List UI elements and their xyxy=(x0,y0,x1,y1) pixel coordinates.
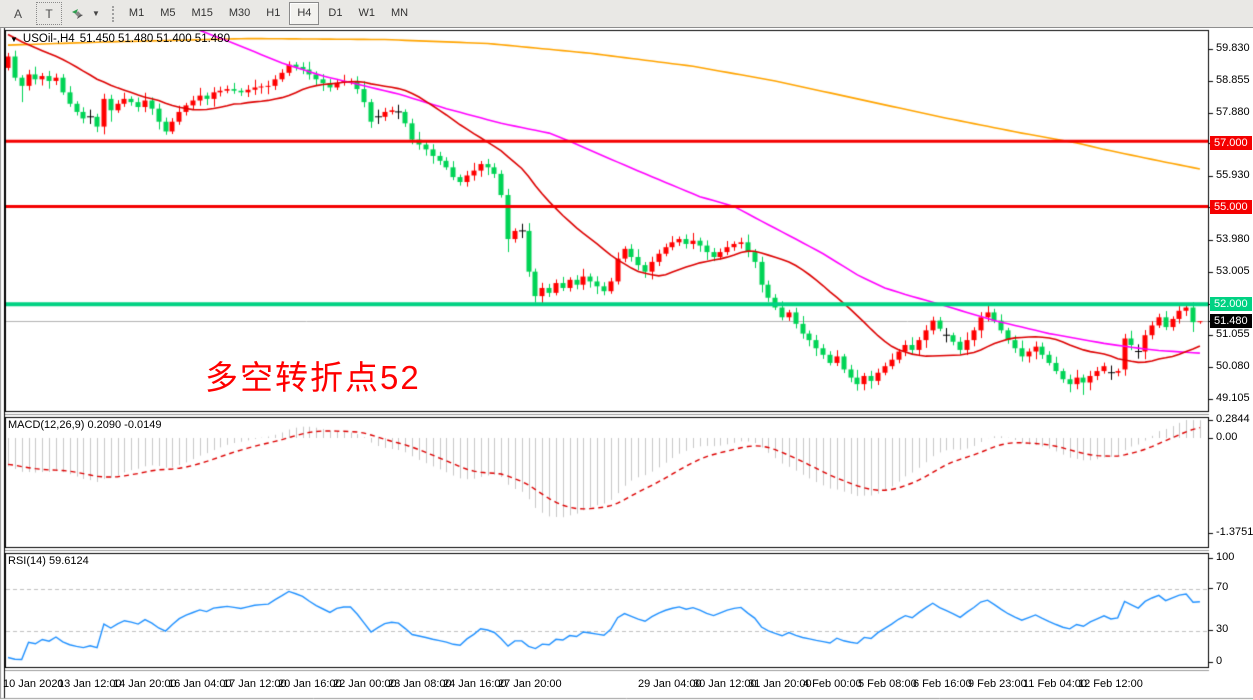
chevron-down-icon[interactable]: ▼ xyxy=(92,9,100,18)
price-tick-label: 59.830 xyxy=(1216,42,1250,54)
time-tick-label: 27 Jan 20:00 xyxy=(498,678,562,690)
chart-title: ▼ USOil-,H4 51.450 51.480 51.400 51.480 xyxy=(10,33,230,45)
time-tick-label: 12 Feb 12:00 xyxy=(1078,678,1143,690)
timeframe-tab-D1[interactable]: D1 xyxy=(328,7,343,19)
timeframe-tab-M15[interactable]: M15 xyxy=(191,7,213,19)
chart-annotation-text: 多空转折点52 xyxy=(205,359,421,396)
rsi-tick-label: 0 xyxy=(1216,655,1223,667)
time-tick-label: 22 Jan 00:00 xyxy=(333,678,397,690)
text-label-tool-button[interactable]: A xyxy=(13,6,22,21)
ohlc-values: 51.450 51.480 51.400 51.480 xyxy=(79,33,230,45)
time-tick-label: 11 Feb 04:00 xyxy=(1023,678,1088,690)
price-tick-label: 58.855 xyxy=(1216,74,1250,86)
symbol-period-label: USOil-,H4 xyxy=(22,33,75,45)
timeframe-tab-M30[interactable]: M30 xyxy=(228,7,251,19)
arrows-tool-icon[interactable] xyxy=(70,5,90,23)
time-tick-label: 4 Feb 00:00 xyxy=(803,678,862,690)
rsi-tick-label: 70 xyxy=(1216,581,1229,593)
time-tick-label: 5 Feb 08:00 xyxy=(858,678,917,690)
price-badge-52.000: 52.000 xyxy=(1210,297,1252,311)
price-tick-label: 53.980 xyxy=(1216,233,1250,245)
timeframe-tab-H4[interactable]: H4 xyxy=(289,2,320,25)
price-tick-label: 53.005 xyxy=(1216,265,1250,277)
toolbar: A T ▼ M1 M5 M15 M30 H1 H4 D1 W1 MN xyxy=(0,0,1253,28)
time-tick-label: 14 Jan 20:00 xyxy=(113,678,177,690)
chevron-down-icon[interactable]: ▼ xyxy=(10,34,18,44)
rsi-panel-label: RSI(14) 59.6124 xyxy=(8,555,89,567)
text-tool-button[interactable]: T xyxy=(36,2,62,25)
price-tick-label: 50.080 xyxy=(1216,360,1250,372)
macd-tick-label: 0.00 xyxy=(1216,431,1238,443)
time-tick-label: 9 Feb 23:00 xyxy=(968,678,1027,690)
time-tick-label: 31 Jan 20:00 xyxy=(748,678,812,690)
price-badge-57.000: 57.000 xyxy=(1210,136,1252,150)
time-tick-label: 20 Jan 16:00 xyxy=(278,678,342,690)
time-tick-label: 13 Jan 12:00 xyxy=(58,678,122,690)
time-tick-label: 6 Feb 16:00 xyxy=(913,678,972,690)
timeframe-tab-H1[interactable]: H1 xyxy=(266,7,281,19)
time-tick-label: 30 Jan 12:00 xyxy=(693,678,757,690)
macd-indicator-name: MACD(12,26,9) xyxy=(8,419,85,431)
timeframe-tab-M1[interactable]: M1 xyxy=(128,7,145,19)
price-tick-label: 51.055 xyxy=(1216,328,1250,340)
rsi-tick-label: 30 xyxy=(1216,623,1229,635)
rsi-indicator-value: 59.6124 xyxy=(48,555,89,567)
macd-indicator-values: 0.2090 -0.0149 xyxy=(87,419,162,431)
price-tick-label: 49.105 xyxy=(1216,392,1250,404)
timeframe-tab-W1[interactable]: W1 xyxy=(358,7,375,19)
rsi-indicator-name: RSI(14) xyxy=(8,555,46,567)
macd-tick-label: -1.3751 xyxy=(1216,526,1253,538)
price-tick-label: 55.930 xyxy=(1216,169,1250,181)
macd-tick-label: 0.2844 xyxy=(1216,413,1250,425)
timeframe-bar: M1 M5 M15 M30 H1 H4 D1 W1 MN xyxy=(122,2,415,25)
time-tick-label: 10 Jan 2020 xyxy=(3,678,64,690)
timeframe-tab-MN[interactable]: MN xyxy=(390,7,409,19)
time-tick-label: 24 Jan 16:00 xyxy=(443,678,507,690)
time-tick-label: 17 Jan 12:00 xyxy=(223,678,287,690)
timeframe-tab-M5[interactable]: M5 xyxy=(160,7,176,19)
price-tick-label: 57.880 xyxy=(1216,106,1250,118)
price-badge-55.000: 55.000 xyxy=(1210,200,1252,214)
time-tick-label: 16 Jan 04:00 xyxy=(168,678,232,690)
macd-panel-label: MACD(12,26,9) 0.2090 -0.0149 xyxy=(8,419,162,431)
toolbar-grip[interactable] xyxy=(111,5,114,22)
price-badge-51.480: 51.480 xyxy=(1210,314,1252,328)
time-tick-label: 23 Jan 08:00 xyxy=(388,678,452,690)
rsi-tick-label: 100 xyxy=(1216,551,1235,563)
time-tick-label: 29 Jan 04:00 xyxy=(638,678,702,690)
